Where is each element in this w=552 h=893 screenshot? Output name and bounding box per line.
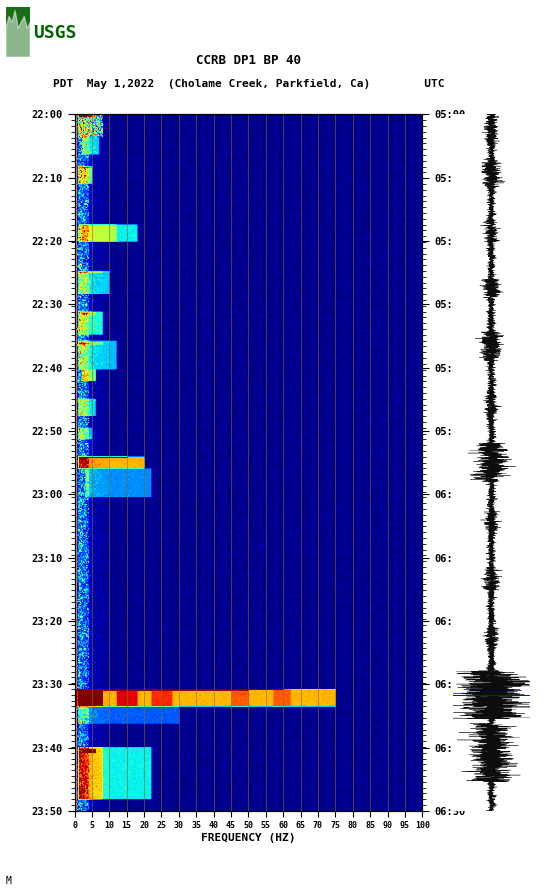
Text: M: M [6, 876, 12, 886]
Text: CCRB DP1 BP 40: CCRB DP1 BP 40 [196, 54, 301, 67]
Text: PDT  May 1,2022  (Cholame Creek, Parkfield, Ca)        UTC: PDT May 1,2022 (Cholame Creek, Parkfield… [52, 79, 444, 89]
Text: USGS: USGS [34, 24, 77, 43]
FancyBboxPatch shape [6, 7, 30, 57]
X-axis label: FREQUENCY (HZ): FREQUENCY (HZ) [201, 833, 296, 843]
